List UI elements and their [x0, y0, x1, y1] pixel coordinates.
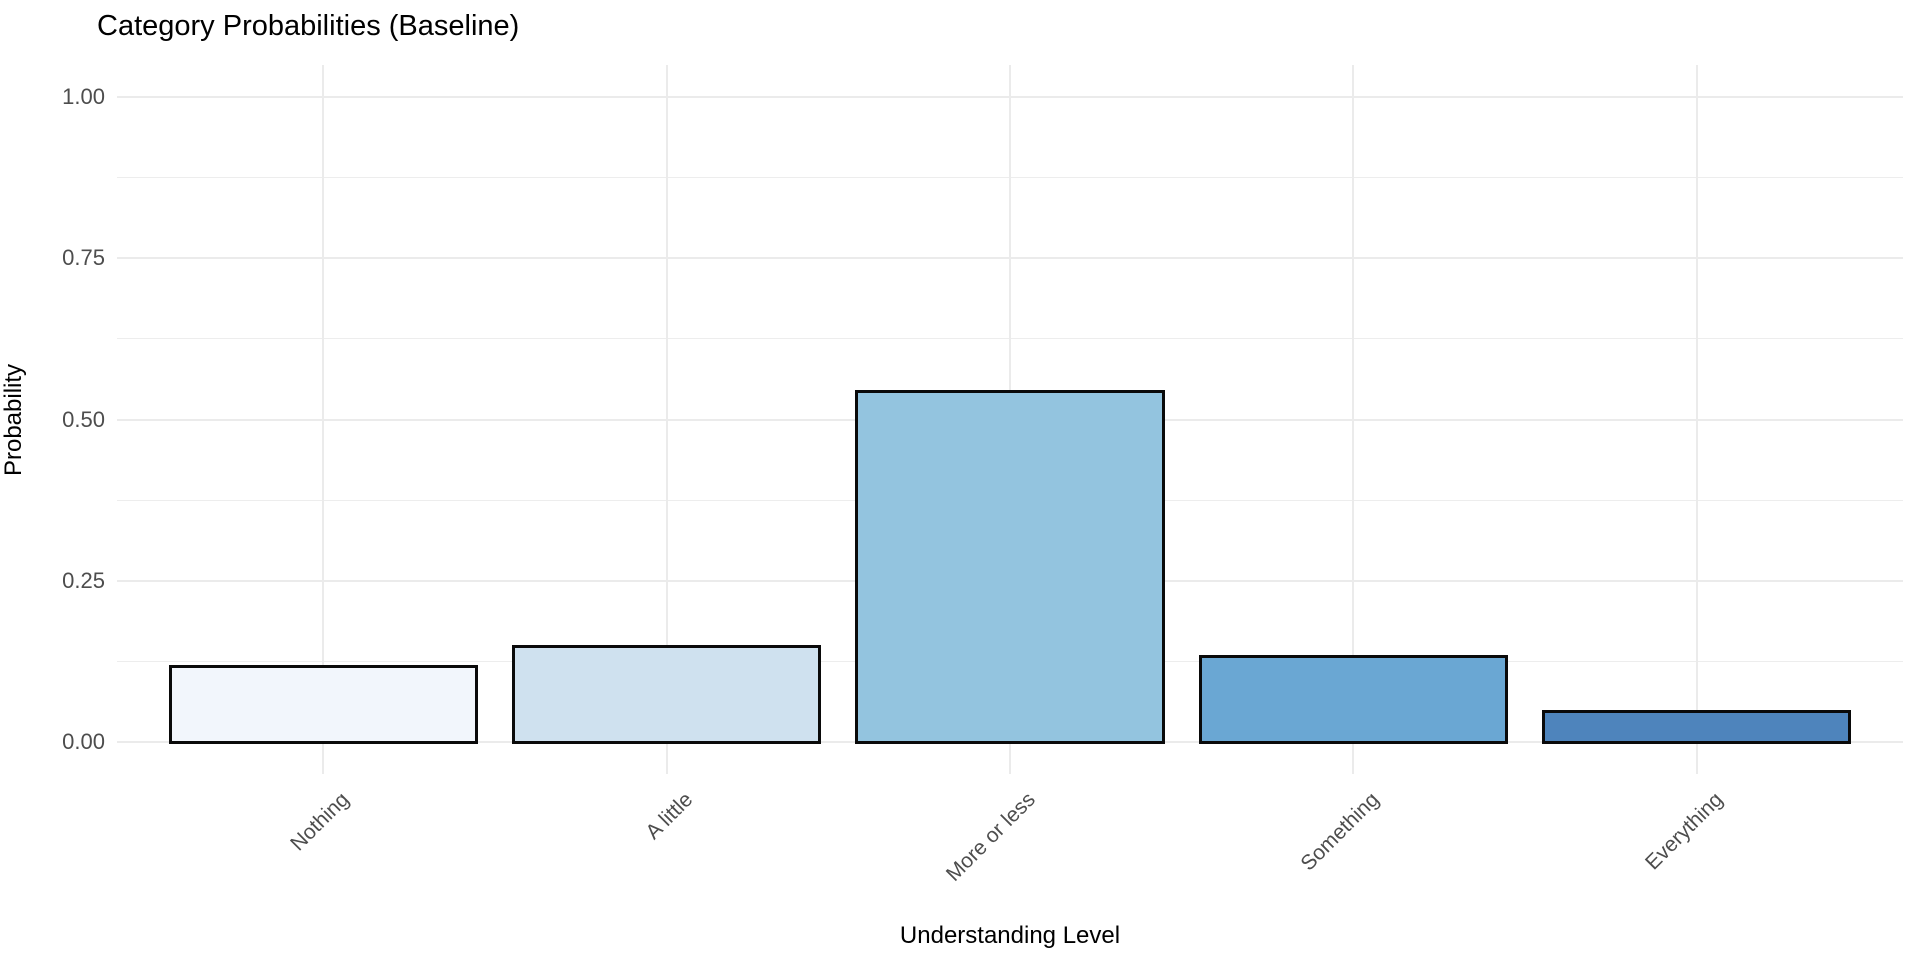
y-tick-label: 0.00 — [62, 729, 105, 754]
bar-something — [1198, 654, 1508, 744]
x-major-gridline — [1695, 65, 1698, 774]
bar-more-or-less — [855, 390, 1165, 744]
x-major-gridline — [665, 65, 668, 774]
bar-nothing — [168, 664, 478, 744]
bar-a-little — [511, 645, 822, 744]
x-tick-label: A little — [640, 788, 697, 844]
y-tick-label: 0.75 — [62, 245, 105, 271]
x-tick-label: Everything — [1640, 788, 1728, 875]
y-tick-label: 0.50 — [62, 406, 105, 432]
x-tick-label: Nothing — [285, 788, 354, 856]
x-major-gridline — [1352, 65, 1355, 774]
y-tick-label: 1.00 — [62, 84, 105, 109]
bar-everything — [1542, 709, 1852, 744]
chart-title: Category Probabilities (Baseline) — [97, 10, 520, 42]
x-tick-label: More or less — [942, 788, 1041, 886]
y-tick-label: 0.25 — [62, 567, 105, 593]
x-axis-title: Understanding Level — [899, 922, 1121, 949]
x-major-gridline — [322, 65, 325, 774]
x-tick-label: Something — [1296, 788, 1384, 876]
